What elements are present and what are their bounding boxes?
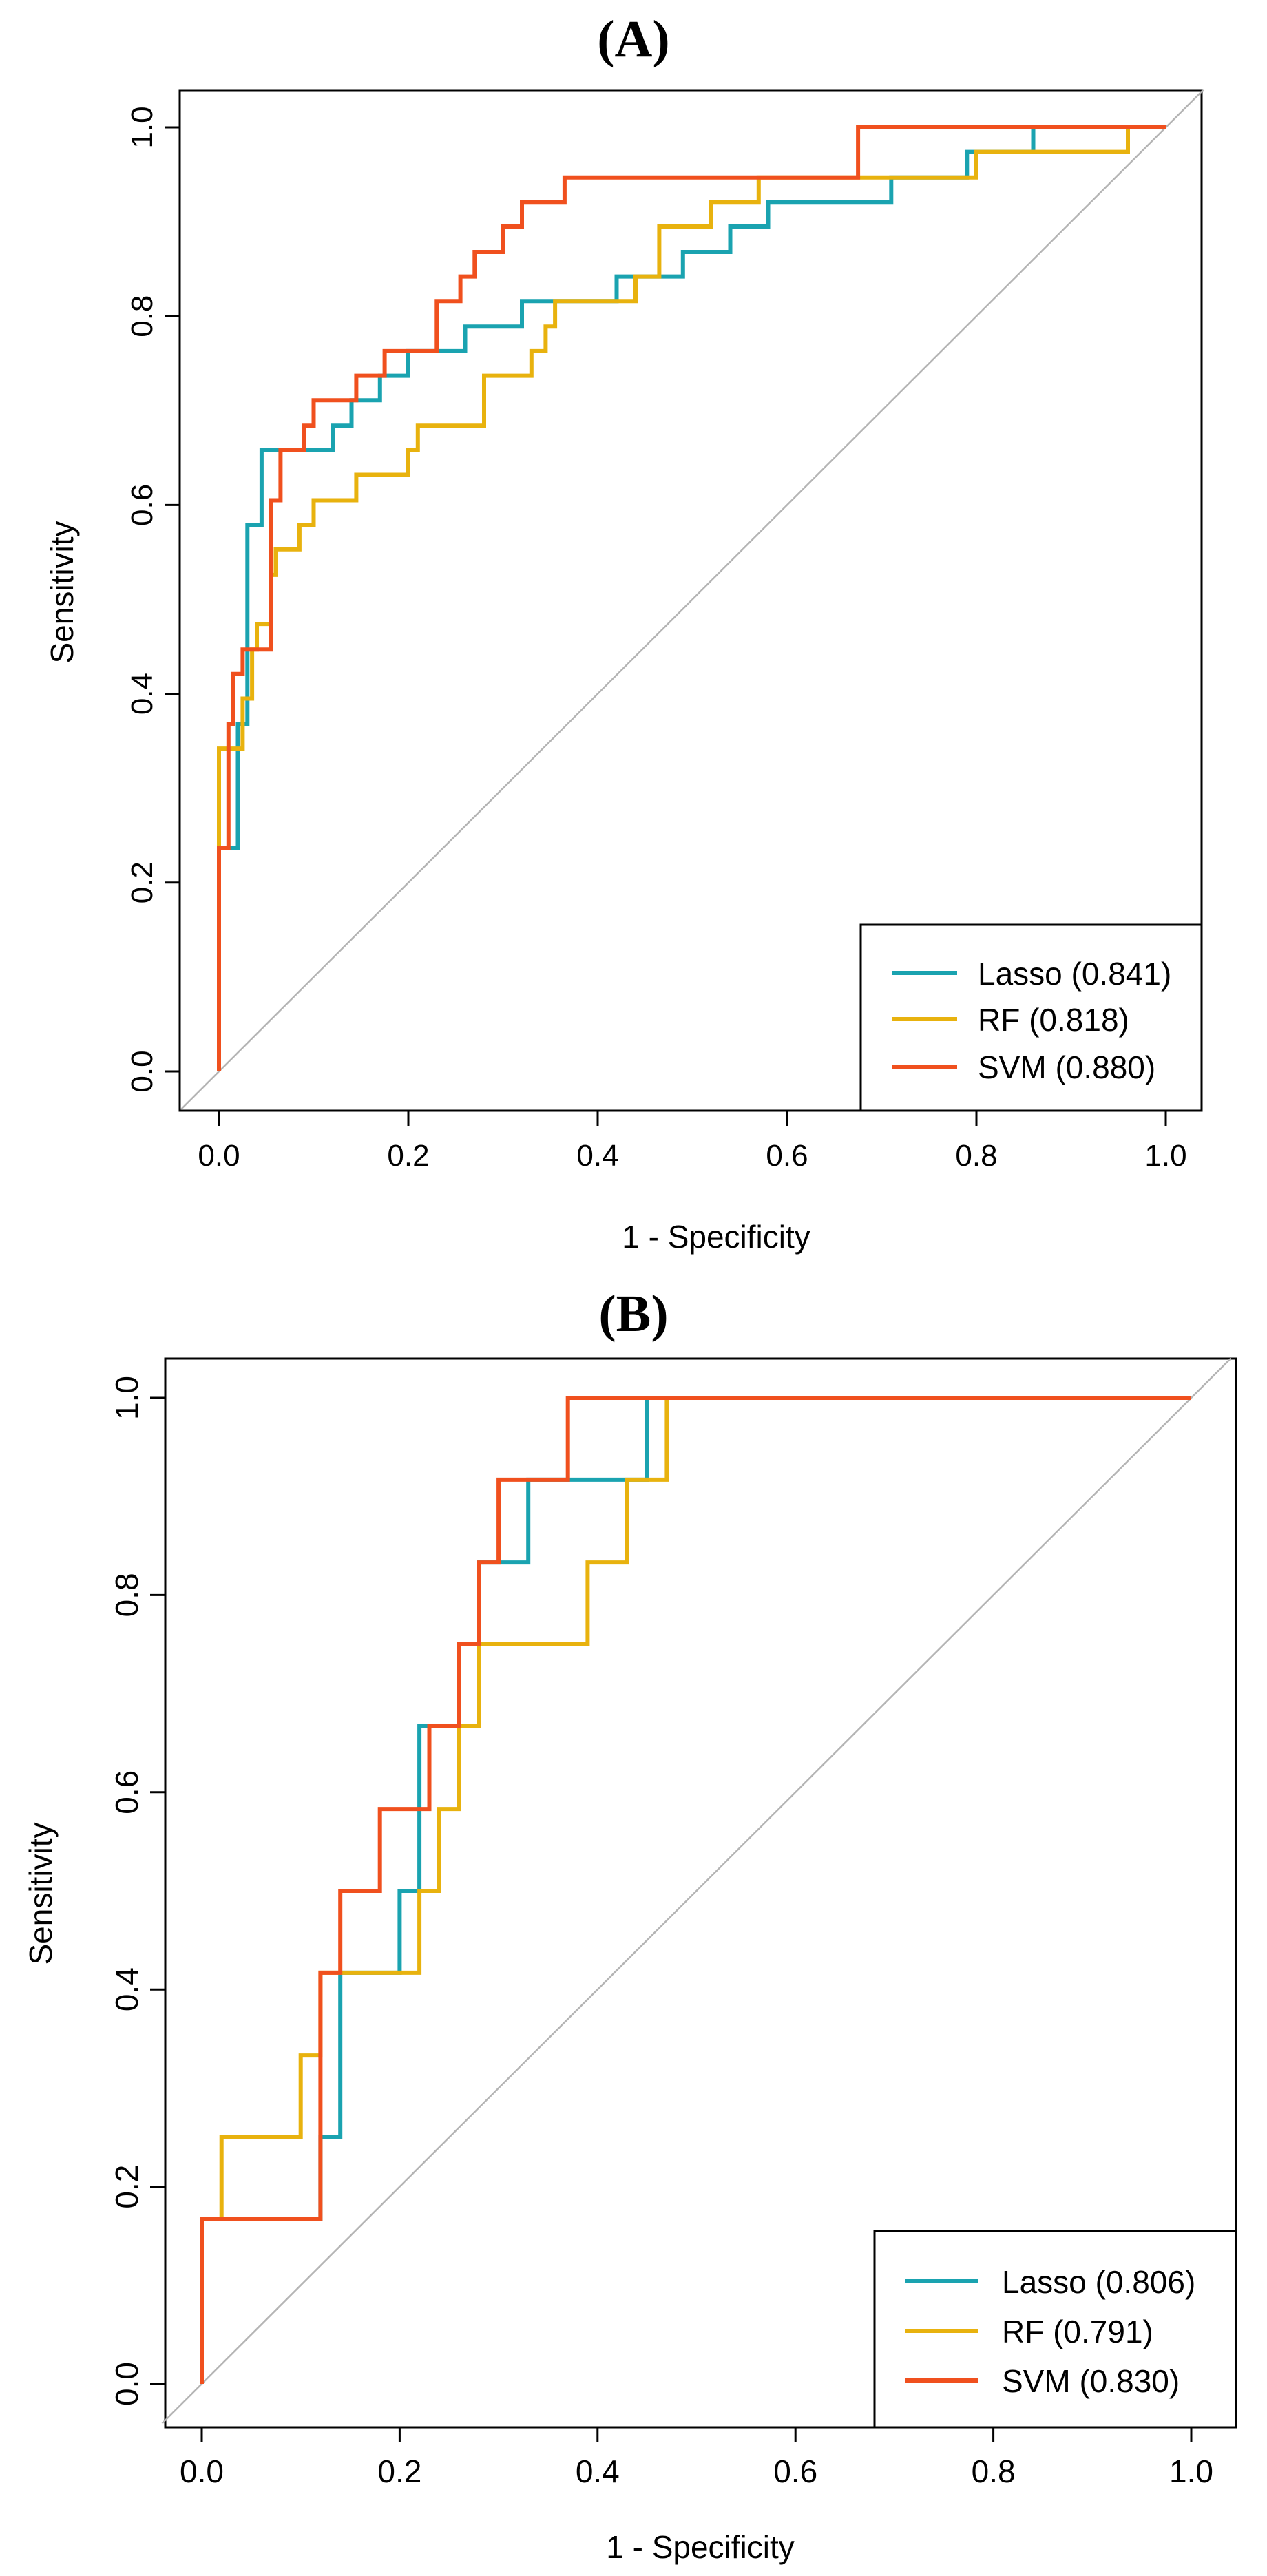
- x-tick-label: 0.8: [955, 1139, 997, 1173]
- plot-layer-a: [180, 89, 1204, 1110]
- y-tick-label: 0.2: [109, 2165, 145, 2209]
- x-tick-label: 0.2: [387, 1139, 429, 1173]
- y-tick-label: 0.0: [109, 2362, 145, 2406]
- x-tick-label: 1.0: [1144, 1139, 1186, 1173]
- y-tick-label: 0.6: [125, 484, 159, 526]
- x-tick-label: 0.4: [576, 2453, 620, 2489]
- plot-layer-b: [161, 1357, 1232, 2425]
- legend-label-svm: SVM (0.830): [1002, 2363, 1180, 2399]
- x-tick-label: 0.4: [576, 1139, 618, 1173]
- x-tick-label: 0.0: [180, 2453, 224, 2489]
- roc-curve-rf: [217, 125, 1166, 1071]
- roc-curve-svm: [200, 1396, 1191, 2384]
- panel-label-b: (B): [598, 1285, 668, 1343]
- x-tick-label: 0.6: [766, 1139, 808, 1173]
- x-axis-label-a: 1 - Specificity: [622, 1219, 810, 1255]
- y-tick-label: 0.4: [109, 1967, 145, 2011]
- y-tick-label: 1.0: [109, 1376, 145, 1420]
- y-tick-label: 1.0: [125, 106, 159, 148]
- legend-b: Lasso (0.806) RF (0.791) SVM (0.830): [873, 2230, 1237, 2429]
- legend-label-rf: RF (0.818): [978, 1002, 1129, 1038]
- legend-label-lasso: Lasso (0.806): [1002, 2264, 1195, 2300]
- legend-label-rf: RF (0.791): [1002, 2314, 1153, 2349]
- y-tick-label: 0.6: [109, 1770, 145, 1814]
- legend-a: Lasso (0.841) RF (0.818) SVM (0.880): [859, 923, 1203, 1112]
- roc-panel-a: (A) Lasso (0.841) RF (0.818) SVM (0.880)…: [44, 10, 1204, 1255]
- roc-curve-svm: [217, 125, 1166, 1071]
- y-tick-label: 0.0: [125, 1050, 159, 1092]
- roc-curve-rf: [200, 1396, 1191, 2384]
- roc-curve-lasso: [217, 125, 1166, 1071]
- legend-label-svm: SVM (0.880): [978, 1049, 1155, 1085]
- diagonal-reference-line: [161, 1357, 1232, 2425]
- y-tick-label: 0.8: [125, 295, 159, 337]
- roc-panel-b: (B) Lasso (0.806) RF (0.791) SVM (0.830)…: [23, 1285, 1237, 2565]
- y-tick-label: 0.4: [125, 673, 159, 715]
- y-axis-label-b: Sensitivity: [23, 1822, 59, 1965]
- x-axis-label-b: 1 - Specificity: [606, 2529, 795, 2565]
- diagonal-reference-line: [180, 89, 1204, 1110]
- x-tick-label: 0.8: [972, 2453, 1016, 2489]
- y-tick-label: 0.8: [109, 1573, 145, 1617]
- panel-label-a: (A): [597, 10, 670, 68]
- x-tick-label: 0.6: [773, 2453, 817, 2489]
- y-tick-label: 0.2: [125, 861, 159, 903]
- x-tick-label: 0.0: [198, 1139, 240, 1173]
- x-tick-label: 1.0: [1169, 2453, 1213, 2489]
- y-axis-label-a: Sensitivity: [44, 521, 80, 663]
- legend-label-lasso: Lasso (0.841): [978, 956, 1171, 992]
- x-tick-label: 0.2: [377, 2453, 421, 2489]
